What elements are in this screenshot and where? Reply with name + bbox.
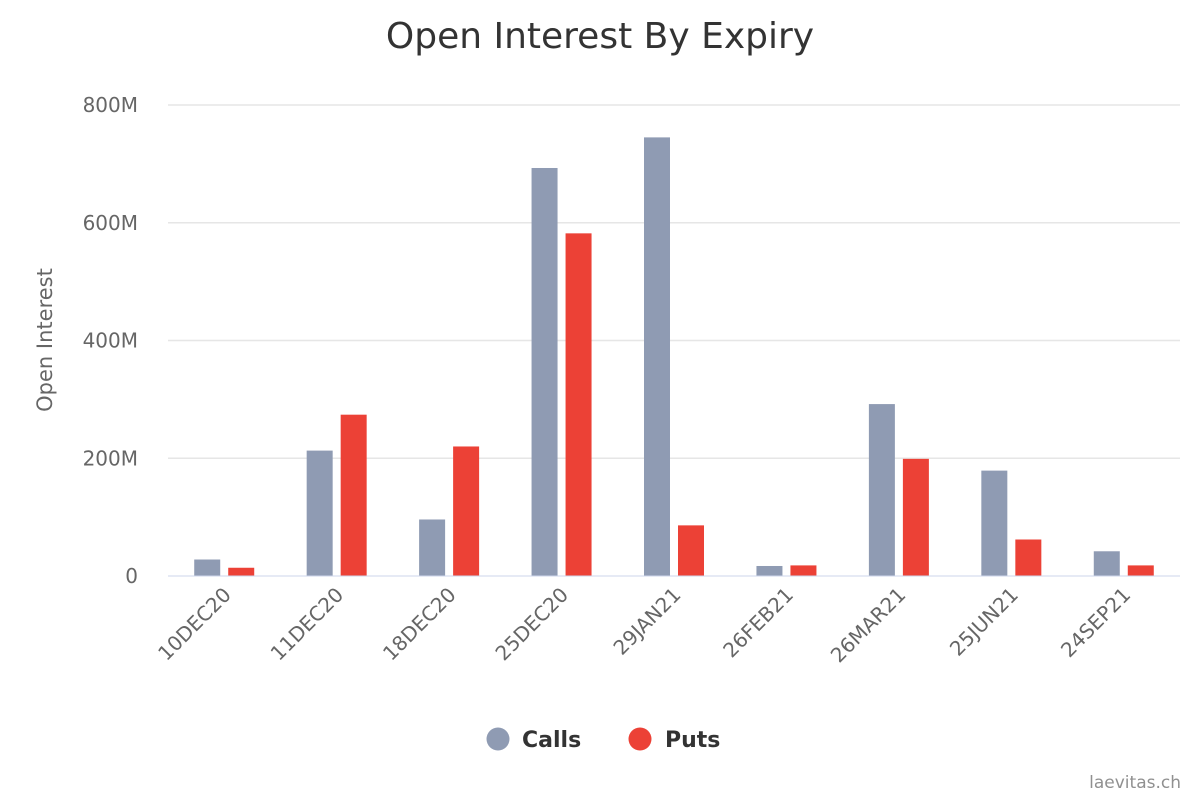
bar-puts-29jan21[interactable]	[678, 525, 704, 576]
x-tick-label: 25JUN21	[945, 583, 1023, 661]
bar-puts-26mar21[interactable]	[902, 458, 929, 576]
y-tick-label: 800M	[83, 93, 138, 117]
bar-calls-18dec20[interactable]	[419, 519, 446, 576]
legend: Calls Puts	[486, 727, 721, 754]
bar-puts-11dec20[interactable]	[340, 414, 367, 576]
y-tick-label: 400M	[83, 329, 138, 353]
y-tick-label: 0	[125, 564, 138, 588]
x-tick-label: 29JAN21	[608, 583, 685, 660]
bar-puts-26feb21[interactable]	[790, 565, 817, 576]
legend-marker	[628, 727, 652, 751]
x-tick-label: 10DEC20	[153, 583, 236, 666]
bars-layer	[194, 137, 1154, 576]
y-tick-label: 200M	[83, 446, 138, 470]
x-tick-label: 25DEC20	[490, 583, 573, 666]
x-tick-label: 11DEC20	[266, 583, 349, 666]
bar-puts-25jun21[interactable]	[1015, 539, 1042, 576]
legend-item-puts[interactable]: Puts	[628, 727, 721, 754]
x-tick-label: 26FEB21	[718, 583, 798, 663]
bar-calls-26mar21[interactable]	[868, 404, 895, 576]
x-tick-label: 24SEP21	[1056, 583, 1135, 662]
bar-calls-29jan21[interactable]	[644, 137, 670, 576]
legend-item-calls[interactable]: Calls	[486, 727, 582, 754]
bar-calls-24sep21[interactable]	[1093, 551, 1120, 576]
bar-puts-24sep21[interactable]	[1127, 565, 1154, 576]
bar-calls-25dec20[interactable]	[531, 167, 558, 576]
x-tick-label: 26MAR21	[826, 583, 911, 668]
y-axis-ticks: 0 200M 400M 600M 800M	[83, 93, 138, 588]
bar-calls-10dec20[interactable]	[194, 559, 221, 576]
bar-calls-26feb21[interactable]	[756, 565, 783, 576]
grid-layer	[168, 104, 1180, 459]
legend-label: Calls	[522, 728, 581, 753]
y-tick-label: 600M	[83, 211, 138, 235]
x-axis-ticks: 10DEC20 11DEC20 18DEC20 25DEC20 29JAN21 26FEB…	[153, 583, 1135, 668]
bar-puts-18dec20[interactable]	[453, 446, 480, 576]
y-axis-label: Open Interest	[33, 268, 57, 412]
credit-text[interactable]: laevitas.ch	[1089, 773, 1181, 793]
bar-puts-10dec20[interactable]	[228, 567, 255, 576]
chart-title: Open Interest By Expiry	[386, 16, 814, 57]
legend-label: Puts	[665, 728, 720, 753]
legend-marker	[486, 727, 510, 751]
bar-calls-11dec20[interactable]	[306, 450, 333, 576]
bar-calls-25jun21[interactable]	[981, 470, 1008, 576]
x-tick-label: 18DEC20	[378, 583, 461, 666]
bar-puts-25dec20[interactable]	[565, 233, 592, 576]
